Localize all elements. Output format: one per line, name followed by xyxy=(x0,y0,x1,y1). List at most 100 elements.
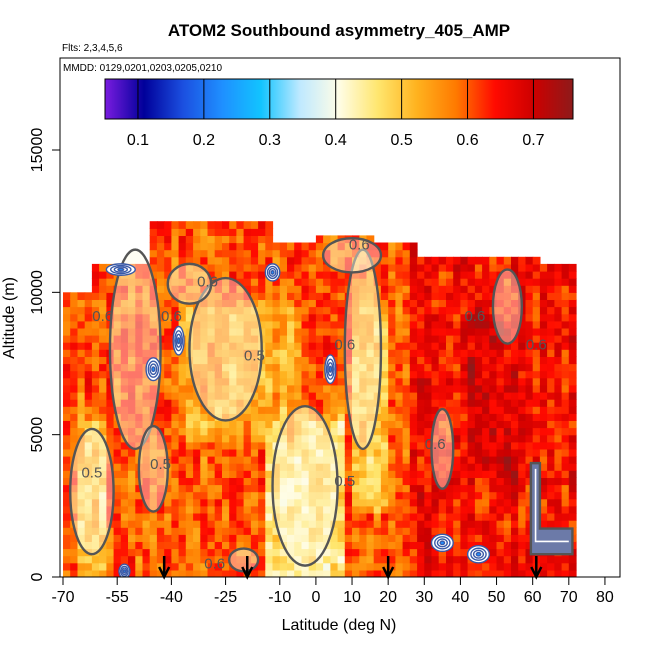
heat-cell xyxy=(156,256,165,265)
heat-cell xyxy=(265,406,274,414)
heat-cell xyxy=(243,484,252,493)
heat-cell xyxy=(185,306,194,315)
heat-cell xyxy=(511,505,519,514)
heat-cell xyxy=(272,562,281,571)
heat-cell xyxy=(142,541,151,550)
heat-cell xyxy=(207,228,216,236)
heat-cell xyxy=(388,320,396,329)
heat-cell xyxy=(366,427,375,436)
contour-label: 0.6 xyxy=(349,237,370,254)
heat-cell xyxy=(272,548,281,557)
heat-cell xyxy=(409,278,418,286)
heat-cell xyxy=(301,527,310,535)
heat-cell xyxy=(70,384,78,393)
heat-cell xyxy=(474,370,483,379)
heat-cell xyxy=(243,413,252,421)
heat-cell xyxy=(344,434,353,443)
heat-cell xyxy=(149,271,158,279)
heat-cell xyxy=(207,555,216,564)
heat-cell xyxy=(84,527,93,535)
heat-cell xyxy=(265,569,274,577)
heat-cell xyxy=(539,306,548,315)
heat-cell xyxy=(424,299,433,308)
heat-cell xyxy=(395,527,404,535)
heat-cell xyxy=(250,470,259,478)
heat-cell xyxy=(417,370,425,379)
heat-cell xyxy=(294,306,302,315)
heat-cell xyxy=(446,356,454,365)
heat-cell xyxy=(301,470,310,478)
heat-cell xyxy=(511,441,519,450)
heat-cell xyxy=(366,363,375,372)
heat-cell xyxy=(460,534,469,542)
heat-cell xyxy=(287,513,295,521)
heat-cell xyxy=(128,363,136,372)
heat-cell xyxy=(431,548,440,557)
heat-cell xyxy=(308,356,317,365)
heat-cell xyxy=(323,285,331,293)
heat-cell xyxy=(395,470,404,478)
heat-cell xyxy=(380,555,389,564)
heat-cell xyxy=(344,256,353,265)
heat-cell xyxy=(424,256,433,265)
heat-cell xyxy=(482,420,490,429)
heat-cell xyxy=(547,363,555,372)
heat-cell xyxy=(511,370,519,379)
heat-cell xyxy=(200,513,209,521)
heat-cell xyxy=(380,242,389,251)
heat-cell xyxy=(70,505,78,514)
heat-cell xyxy=(287,520,295,528)
heat-cell xyxy=(474,505,483,514)
heat-cell xyxy=(279,505,288,514)
heat-cell xyxy=(315,505,324,514)
heat-cell xyxy=(243,541,252,550)
heat-cell xyxy=(258,456,266,464)
heat-cell xyxy=(308,427,317,436)
heat-cell xyxy=(258,420,266,429)
heat-cell xyxy=(214,278,223,286)
heat-cell xyxy=(453,491,461,500)
heat-cell xyxy=(106,448,115,457)
heat-cell xyxy=(373,470,382,478)
heat-cell xyxy=(547,399,555,407)
heat-cell xyxy=(359,356,368,365)
heat-cell xyxy=(352,313,360,322)
heat-cell xyxy=(380,306,389,315)
heat-cell xyxy=(460,363,469,372)
heat-cell xyxy=(489,392,498,400)
heat-cell xyxy=(453,498,461,507)
heat-cell xyxy=(91,534,100,542)
heat-cell xyxy=(294,569,302,577)
heat-cell xyxy=(547,505,555,514)
heat-cell xyxy=(489,477,498,486)
heat-cell xyxy=(373,342,382,350)
heat-cell xyxy=(185,498,194,507)
heat-cell xyxy=(460,498,469,507)
heat-cell xyxy=(106,406,115,414)
heat-cell xyxy=(395,271,404,279)
heat-cell xyxy=(84,491,93,500)
heat-cell xyxy=(91,384,100,393)
heat-cell xyxy=(279,456,288,464)
heat-cell xyxy=(91,427,100,436)
heat-cell xyxy=(532,285,541,293)
heat-cell xyxy=(366,392,375,400)
heat-cell xyxy=(265,377,274,386)
heat-cell xyxy=(294,520,302,528)
heat-cell xyxy=(496,562,505,571)
heat-cell xyxy=(207,534,216,542)
heat-cell xyxy=(373,249,382,258)
heat-cell xyxy=(308,413,317,421)
heat-cell xyxy=(424,520,433,528)
heat-cell xyxy=(547,377,555,386)
heat-cell xyxy=(323,249,331,258)
heat-cell xyxy=(142,491,151,500)
heat-cell xyxy=(460,327,469,336)
heat-cell xyxy=(149,221,158,229)
heat-cell xyxy=(561,456,570,464)
heat-cell xyxy=(315,406,324,414)
heat-cell xyxy=(532,392,541,400)
heat-cell xyxy=(503,306,512,315)
heat-cell xyxy=(496,256,505,265)
heat-cell xyxy=(207,470,216,478)
